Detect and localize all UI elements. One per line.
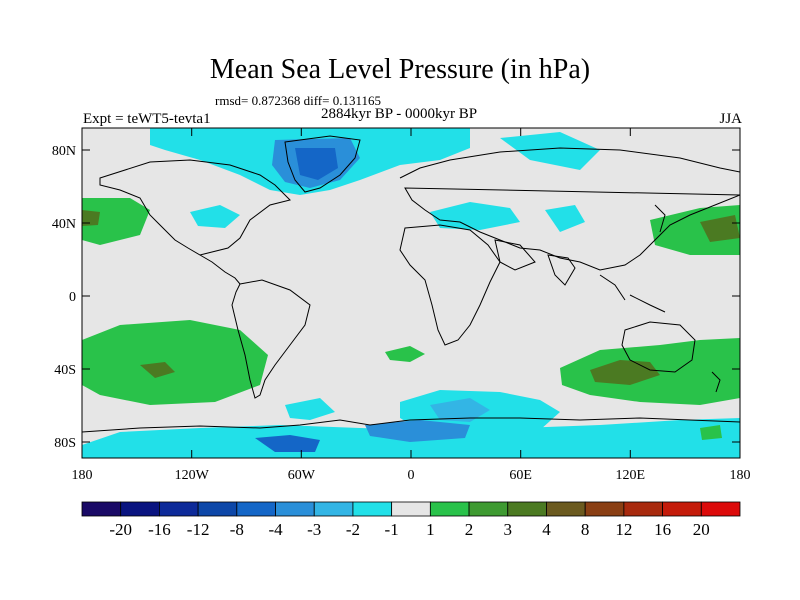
- north-america-coast: [99, 159, 291, 256]
- colorbar-swatch: [623, 501, 663, 517]
- arctic-east-negative: [500, 132, 600, 170]
- greenland-coast: [284, 135, 361, 193]
- lat-label-80n: 80N: [52, 144, 76, 159]
- longitude-axis: [81, 128, 741, 458]
- colorbar-swatch: [313, 501, 354, 517]
- antarctica-coast: [82, 417, 740, 433]
- colorbar-swatch: [546, 501, 586, 517]
- colorbar-label: -2: [346, 520, 360, 539]
- colorbar-label: 1: [426, 520, 435, 539]
- southeast-asia-coast: [599, 274, 666, 313]
- north-pacific-east-core: [700, 215, 740, 242]
- southern-ocean-negative-core: [430, 398, 490, 422]
- colorbar-swatch: [468, 501, 509, 517]
- lon-label-60w: 60W: [288, 468, 316, 483]
- stats-label: rmsd= 0.872368 diff= 0.131165: [215, 93, 381, 108]
- colorbar-label: 16: [654, 520, 671, 539]
- north-pacific-west-positive: [82, 198, 150, 245]
- greenland-negative-deep: [295, 148, 338, 180]
- colorbar-label: -4: [268, 520, 283, 539]
- australia-coast: [621, 321, 696, 373]
- colorbar-swatch: [159, 501, 199, 517]
- south-america-coast: [231, 279, 311, 399]
- lat-label-40n: 40N: [52, 217, 76, 232]
- colorbar-swatch: [662, 501, 702, 517]
- eurasia-coast: [399, 147, 740, 271]
- new-zealand-coast: [711, 371, 721, 393]
- pressure-anomaly-fields: [82, 128, 740, 458]
- lon-label-60e: 60E: [509, 468, 532, 483]
- africa-coast: [399, 224, 501, 346]
- arabia-coast: [494, 239, 536, 271]
- north-pacific-east-positive: [650, 205, 740, 255]
- antarctic-negative-core: [255, 435, 320, 452]
- colorbar-label: -20: [109, 520, 132, 539]
- colorbar-label: 2: [465, 520, 474, 539]
- colorbar-swatch: [391, 501, 431, 517]
- colorbar-swatch: [120, 501, 160, 517]
- colorbar-label: 4: [542, 520, 551, 539]
- colorbar-label: -16: [148, 520, 171, 539]
- map-title: Mean Sea Level Pressure (in hPa): [209, 54, 591, 85]
- central-america-coast: [199, 254, 241, 285]
- south-pacific-core: [140, 362, 175, 378]
- europe-negative-patch: [430, 202, 520, 230]
- latitude-axis: [82, 149, 740, 443]
- experiment-label: Expt = teWT5-tevta1: [83, 111, 211, 127]
- lon-label-180w: 180: [72, 468, 93, 483]
- colorbar-swatch: [236, 501, 276, 517]
- lon-label-0: 0: [408, 468, 415, 483]
- lon-label-120e: 120E: [616, 468, 646, 483]
- colorbar-swatch: [352, 501, 393, 517]
- antarctic-green-patch: [700, 425, 722, 440]
- colorbar-label: -12: [187, 520, 210, 539]
- colorbar-swatch: [81, 501, 122, 517]
- japan-coast: [654, 204, 666, 233]
- asia-negative-patch: [545, 205, 585, 232]
- north-pacific-west-core: [82, 210, 100, 226]
- colorbar-label: -3: [307, 520, 321, 539]
- colorbar-swatch: [584, 501, 625, 517]
- colorbar-label: 12: [615, 520, 632, 539]
- south-atlantic-positive: [385, 346, 425, 362]
- india-coast: [547, 254, 576, 286]
- colorbar-swatch: [507, 501, 547, 517]
- atlantic-negative-patch: [190, 205, 240, 228]
- colorbar-swatch: [429, 501, 470, 517]
- season-label: JJA: [719, 111, 742, 127]
- colorbar-label: 3: [504, 520, 513, 539]
- lon-label-120w: 120W: [175, 468, 210, 483]
- colorbar-swatch: [197, 501, 238, 517]
- south-pacific-positive: [82, 320, 268, 405]
- lon-label-180e: 180: [730, 468, 751, 483]
- colorbar-label: 8: [581, 520, 590, 539]
- colorbar: -20 -16 -12 -8 -4 -3 -2 -1 1 2 3 4 8 12 16 20: [81, 501, 741, 539]
- lat-label-40s: 40S: [54, 363, 76, 378]
- colorbar-label: -8: [230, 520, 244, 539]
- colorbar-swatch: [700, 501, 741, 517]
- antarctic-east-negative: [365, 420, 470, 442]
- south-pacific-negative-patch: [285, 398, 335, 420]
- lat-label-0: 0: [69, 290, 76, 305]
- period-label: 2884kyr BP - 0000kyr BP: [321, 106, 478, 122]
- colorbar-label: 20: [693, 520, 710, 539]
- colorbar-label: -1: [385, 520, 399, 539]
- lat-label-80s: 80S: [54, 436, 76, 451]
- coastlines: [82, 135, 740, 433]
- colorbar-swatch: [275, 501, 315, 517]
